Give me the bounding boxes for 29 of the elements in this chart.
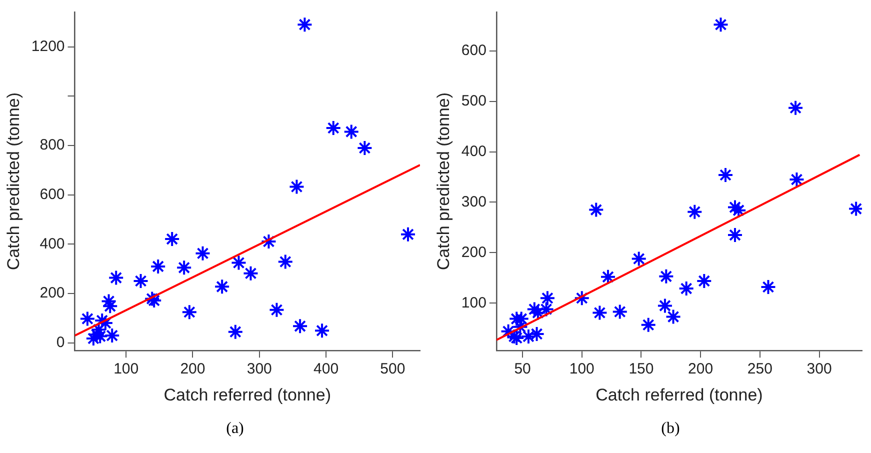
x-tick-label: 300 — [246, 360, 272, 378]
x-tick-label: 100 — [114, 360, 139, 378]
y-tick-label: 400 — [40, 235, 65, 252]
y-tick-label: 400 — [461, 142, 486, 160]
x-tick-label: 300 — [806, 360, 832, 378]
x-axis-title: Catch referred (tonne) — [164, 385, 332, 404]
y-tick-label: 0 — [56, 334, 65, 352]
x-tick-label: 100 — [569, 360, 594, 378]
text: (b) — [660, 420, 680, 438]
y-tick-label: 800 — [40, 136, 65, 154]
x-tick-label: 500 — [380, 360, 406, 378]
x-axis-title: Catch referred (tonne) — [596, 385, 763, 404]
y-axis-title: Catch predicted (tonne) — [434, 92, 453, 270]
x-tick-label: 400 — [314, 360, 339, 378]
y-tick-label: 1200 — [31, 38, 65, 55]
x-tick-label: 200 — [180, 360, 206, 378]
y-tick-label: 100 — [461, 294, 486, 312]
y-tick-label: 200 — [40, 284, 65, 302]
y-tick-label: 200 — [461, 244, 486, 261]
y-tick-label: 500 — [461, 92, 486, 110]
y-tick-label: 600 — [40, 186, 65, 204]
text: (a) — [225, 420, 244, 438]
y-tick-label: 600 — [461, 42, 486, 59]
x-tick-label: 200 — [688, 360, 714, 378]
x-tick-label: 150 — [628, 360, 654, 378]
x-tick-label: 50 — [514, 360, 531, 378]
y-axis-title: Catch predicted (tonne) — [4, 92, 23, 270]
x-tick-label: 250 — [747, 360, 772, 378]
y-tick-label: 300 — [461, 193, 486, 210]
